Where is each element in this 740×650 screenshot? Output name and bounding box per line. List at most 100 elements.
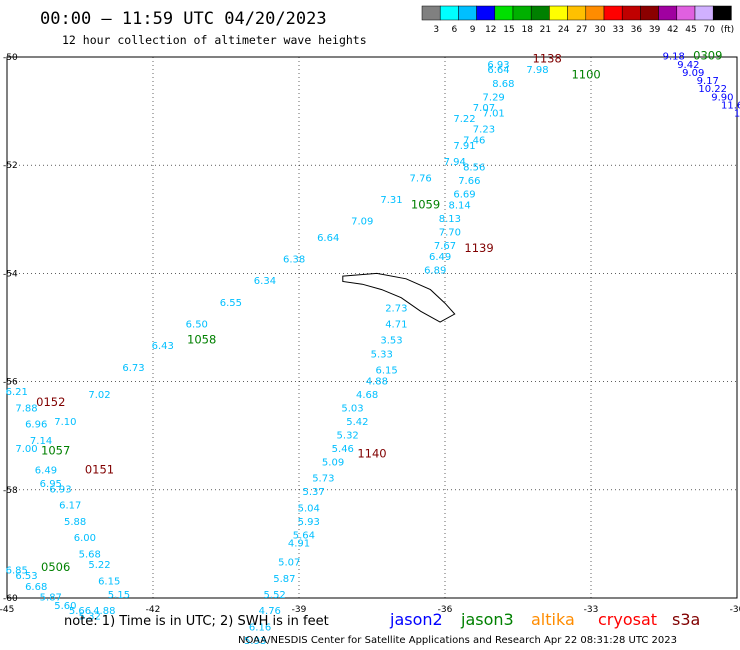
note-text: note: 1) Time is in UTC; 2) SWH is in fe…	[64, 614, 329, 629]
colorbar-swatch	[603, 5, 623, 21]
swh-value: 7.09	[351, 217, 373, 228]
swh-value: 8.56	[463, 163, 485, 174]
swh-value: 5.52	[264, 590, 286, 601]
swh-value: 7.31	[380, 195, 402, 206]
satellite-legend-cryosat: cryosat	[598, 610, 657, 629]
swh-value: 6.73	[122, 363, 144, 374]
chart-subtitle: 12 hour collection of altimeter wave hei…	[62, 33, 367, 47]
colorbar-swatch	[549, 5, 568, 21]
swh-value: 5.68	[79, 549, 101, 560]
swh-value: 5.15	[108, 590, 130, 601]
colorbar-label: 18	[521, 25, 533, 35]
swh-value: 5.32	[337, 430, 359, 441]
colorbar-swatch	[585, 5, 605, 21]
colorbar-swatch	[421, 5, 441, 21]
colorbar-label: 42	[667, 25, 678, 35]
y-tick-label: -54	[3, 269, 18, 279]
time-label: 0309	[693, 49, 722, 63]
swh-value: 11.	[734, 109, 740, 120]
satellite-legend: jason2 jason3 altika cryosat s3a	[389, 610, 700, 629]
colorbar-swatch	[512, 5, 532, 21]
colorbar-label: 15	[503, 25, 514, 35]
swh-value: 6.53	[15, 571, 37, 582]
swh-value: 2.73	[385, 303, 407, 314]
swh-value: 6.93	[487, 60, 509, 71]
swh-value: 6.89	[424, 265, 446, 276]
swh-value: 6.64	[317, 233, 339, 244]
swh-value: 4.88	[93, 606, 115, 617]
land-outline	[342, 272, 456, 323]
swh-value: 7.88	[15, 403, 37, 414]
colorbar-swatch	[640, 5, 659, 21]
colorbar-label: 6	[452, 25, 458, 35]
swh-value: 7.70	[439, 228, 461, 239]
x-tick-label: -45	[0, 605, 14, 615]
colorbar-swatch	[476, 5, 496, 21]
colorbar-label: 70	[703, 25, 715, 35]
swh-value: 4.76	[259, 606, 281, 617]
swh-value: 7.46	[463, 136, 485, 147]
x-tick-label: -36	[438, 605, 453, 615]
swh-value: 9.42	[677, 60, 699, 71]
colorbar: 3 6 9 12 15 18 21 24 27 30 33 36 39 42 45 70 (ft)	[421, 5, 735, 35]
time-label: 1100	[571, 68, 600, 82]
time-label: 1140	[357, 446, 386, 460]
swh-value: 5.88	[64, 517, 86, 528]
swh-value: 7.14	[30, 436, 52, 447]
swh-value: 7.29	[483, 92, 505, 103]
swh-value: 6.68	[25, 582, 47, 593]
swh-value: 6.69	[453, 190, 475, 201]
y-tick-label: -52	[3, 161, 18, 171]
swh-value: 5.66	[69, 606, 91, 617]
swh-value: 7.01	[483, 109, 505, 120]
swh-value: 10.22	[698, 84, 727, 95]
colorbar-swatch	[621, 5, 641, 21]
colorbar-label: 36	[631, 25, 643, 35]
time-label: 1059	[411, 197, 440, 211]
swh-value: 8.68	[492, 79, 514, 90]
swh-value: 6.93	[49, 485, 71, 496]
swh-value: 7.07	[473, 103, 495, 114]
colorbar-swatch	[676, 5, 696, 21]
time-label: 1057	[41, 444, 70, 458]
colorbar-swatch	[712, 5, 732, 21]
swh-value: 5.33	[371, 349, 393, 360]
swh-value: 4.91	[288, 539, 310, 550]
swh-value: 8.13	[439, 214, 461, 225]
swh-value: 3.53	[380, 336, 402, 347]
swh-value: 6.50	[186, 320, 208, 331]
colorbar-label: 12	[485, 25, 496, 35]
swh-value: 6.85	[6, 566, 28, 577]
swh-value: 5.22	[88, 560, 110, 571]
swh-value: 7.67	[434, 241, 456, 252]
time-label: 0152	[36, 395, 65, 409]
swh-value: 5.87	[40, 593, 62, 604]
swh-value: 7.00	[15, 444, 37, 455]
colorbar-swatch	[694, 5, 714, 21]
x-tick-label: -33	[584, 605, 599, 615]
time-labels: 1138 1100 0309 1059 1139 1058 0152 1057 0151 0506…	[36, 49, 722, 574]
y-tick-label: -60	[3, 594, 18, 604]
colorbar-label: 3	[433, 25, 439, 35]
colorbar-label: (ft)	[721, 25, 735, 35]
land-shape	[342, 272, 456, 323]
x-tick-label: -42	[146, 605, 161, 615]
colorbar-label: 27	[576, 25, 587, 35]
swh-value: 7.22	[453, 114, 475, 125]
swh-value: 9.18	[663, 52, 685, 63]
swh-value: 6.49	[429, 252, 451, 263]
time-label: 0151	[85, 463, 114, 477]
swh-value: 5.09	[322, 457, 344, 468]
swh-value: 5.87	[273, 574, 295, 585]
time-label: 1139	[464, 241, 493, 255]
swh-value: 5.42	[346, 417, 368, 428]
swh-value: 5.46	[332, 444, 354, 455]
colorbar-swatch	[439, 5, 459, 21]
credit-text: NOAA/NESDIS Center for Satellite Applica…	[238, 635, 677, 646]
swh-value: 5.07	[278, 558, 300, 569]
colorbar-swatch	[658, 5, 678, 21]
swh-value: 9.17	[697, 76, 719, 87]
colorbar-swatch	[530, 5, 550, 21]
swh-value: 6.55	[220, 298, 242, 309]
